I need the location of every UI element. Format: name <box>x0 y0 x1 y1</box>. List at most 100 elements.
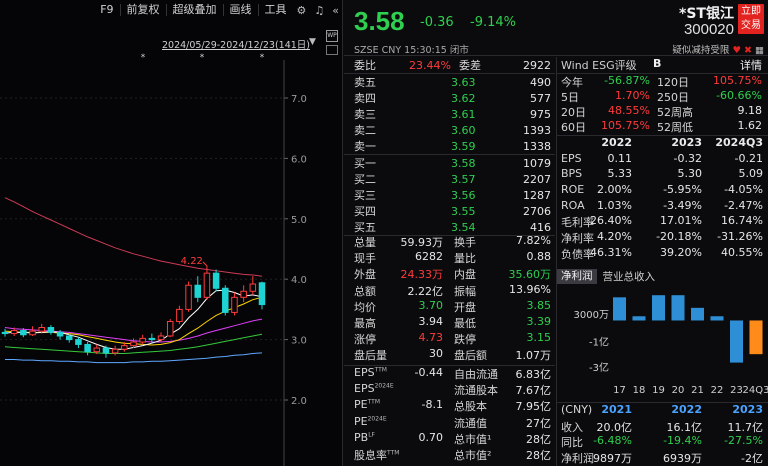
ask-row[interactable]: 卖五 3.63 490 <box>344 74 555 90</box>
bid-row[interactable]: 买五 3.54 416 <box>344 219 555 235</box>
ask-label: 卖三 <box>354 108 376 121</box>
stat-row: 总额 2.22亿 振幅 13.96% <box>344 283 555 299</box>
metric-value: -0.21 <box>734 151 763 165</box>
y-tick-label: 3000万 <box>574 310 609 321</box>
share-stat-suffix: 2024E <box>374 382 394 390</box>
stat-label: 跌停 <box>454 333 476 347</box>
esg-label: Wind ESG评级 <box>561 59 637 72</box>
ask-price: 3.62 <box>451 91 476 105</box>
esg-detail-link[interactable]: 详情 <box>740 59 762 72</box>
toolbar-f9-button[interactable]: F9 <box>100 3 114 16</box>
share-stat-label: EPS2024E <box>354 382 394 396</box>
income-value: -27.5% <box>724 434 763 447</box>
x-tick-label: 22 <box>711 385 724 396</box>
candle-body <box>203 272 211 298</box>
kline-plot[interactable]: 7.0 6.0 5.0 4.0 3.0 2.0 * * * 4.22 <box>0 0 343 466</box>
bid-price: 3.58 <box>451 156 476 170</box>
financial-row: 毛利率 26.40% 17.01% 16.74% <box>557 214 768 230</box>
financial-table: 2022 2023 2024Q3 EPS 0.11 -0.32 -0.21 BPS 5.33 5.… <box>557 135 768 262</box>
share-stat-value: 28亿 <box>526 432 551 446</box>
share-stats: EPSTTM -0.44 自由流通 6.83亿 EPS2024E 流通股本 7.67亿 PET… <box>344 365 555 463</box>
candle-body <box>130 341 137 347</box>
period-return: 1.62 <box>737 119 763 132</box>
stat-label: 外盘 <box>354 268 376 282</box>
toolbar-overlay-button[interactable]: 超级叠加 <box>165 4 223 16</box>
gear-icon[interactable]: ⚙ <box>296 3 307 17</box>
period-return: 48.55% <box>608 104 650 117</box>
share-stat-suffix: TTM <box>374 366 387 374</box>
candle-body <box>212 272 220 289</box>
ask-price: 3.60 <box>451 123 476 137</box>
stat-row: 涨停 4.73 跌停 3.15 <box>344 331 555 347</box>
ma60-line <box>4 333 263 354</box>
candle-body <box>176 308 183 322</box>
stat-label: 总量 <box>354 236 376 249</box>
period-label: 52周高 <box>657 106 693 119</box>
stock-hint: 疑似减持受限 ♥ ✖ ▦ <box>672 42 764 56</box>
close-icon[interactable]: ✖ <box>744 45 752 56</box>
income-value: 20.0亿 <box>596 420 633 434</box>
candle-body <box>258 282 266 306</box>
ask-row[interactable]: 卖三 3.61 975 <box>344 106 555 122</box>
tab-net-profit[interactable]: 净利润 <box>557 269 597 284</box>
bid-price: 3.54 <box>451 220 476 234</box>
share-stat-suffix: LF <box>368 431 375 439</box>
income-label: 同比 <box>561 436 583 449</box>
toolbar-draw-button[interactable]: 画线 <box>222 4 258 16</box>
panel-toggle-icon[interactable] <box>326 45 338 55</box>
weibi-row: 委比 23.44% 委差 2922 <box>344 57 555 73</box>
window-layout-icon[interactable]: WP <box>326 30 338 42</box>
chevron-down-icon[interactable]: ▼ <box>309 37 316 47</box>
metric-label: 净利率 <box>561 232 594 246</box>
tab-revenue[interactable]: 营业总收入 <box>602 271 656 283</box>
bid-row[interactable]: 买三 3.56 1287 <box>344 187 555 203</box>
x-tick-label: 17 <box>613 385 626 396</box>
stat-value: 13.96% <box>509 282 551 296</box>
kline-chart-panel[interactable]: F9 前复权 超级叠加 画线 工具 ⚙ ♫ « 2024/05/29-2024/… <box>0 0 343 466</box>
heart-icon[interactable]: ♥ <box>732 45 741 56</box>
metric-value: 39.20% <box>660 245 702 259</box>
profit-bar <box>671 295 685 321</box>
hint-text: 疑似减持受限 <box>672 45 730 56</box>
income-row: 同比 -6.48% -19.4% -27.5% <box>557 434 768 450</box>
ask-row[interactable]: 卖二 3.60 1393 <box>344 122 555 138</box>
share-stat-label: PE2024E <box>354 414 387 428</box>
share-stat-row: 股息率TTM 总市值² 28亿 <box>344 447 555 463</box>
candle-body <box>84 343 91 353</box>
metric-value: 5.09 <box>738 167 764 181</box>
financial-row: ROA 1.03% -3.49% -2.47% <box>557 199 768 215</box>
stat-value: 3.70 <box>418 298 444 312</box>
x-tick-label: 24Q3 <box>743 385 768 396</box>
date-range-label[interactable]: 2024/05/29-2024/12/23(141日) <box>162 40 310 51</box>
share-stat-suffix: 2024E <box>367 414 387 422</box>
stat-value: 6282 <box>415 250 443 264</box>
trade-now-button[interactable]: 立即交易 <box>738 4 764 34</box>
stat-row: 总量 59.93万 换手 7.82% <box>344 234 555 250</box>
share-stat-label: 流通值 <box>454 416 487 430</box>
divider <box>557 73 768 74</box>
share-stat-value: 28亿 <box>526 448 551 462</box>
ask-label: 卖二 <box>354 124 376 137</box>
bid-row[interactable]: 买二 3.57 2207 <box>344 171 555 187</box>
profit-bar <box>652 295 665 321</box>
bid-row[interactable]: 买四 3.55 2706 <box>344 203 555 219</box>
bid-price: 3.56 <box>451 188 476 202</box>
share-stat-value: 6.83亿 <box>515 368 552 381</box>
share-stat-label: 总股本 <box>454 400 487 414</box>
income-value: -2亿 <box>741 451 763 465</box>
toolbar-adjust-button[interactable]: 前复权 <box>119 4 166 16</box>
ask-row[interactable]: 卖四 3.62 577 <box>344 90 555 106</box>
candle-body <box>56 331 64 337</box>
toolbar-tools-button[interactable]: 工具 <box>257 4 293 16</box>
x-tick-label: 18 <box>633 385 646 396</box>
metric-value: -31.26% <box>717 230 763 244</box>
bell-icon[interactable]: ♫ <box>314 3 325 17</box>
income-row: 净利润 9897万 6939万 -2亿 <box>557 450 768 466</box>
collapse-icon[interactable]: « <box>332 3 339 17</box>
income-value: 6939万 <box>663 451 702 465</box>
bid-row[interactable]: 买一 3.58 1079 <box>344 155 555 171</box>
ask-row[interactable]: 卖一 3.59 1338 <box>344 138 555 154</box>
share-stat-row: EPSTTM -0.44 自由流通 6.83亿 <box>344 366 555 382</box>
performance-table: 今年 -56.87% 120日 105.75% 5日 1.70% 250日 -60.66% 20… <box>557 74 768 134</box>
grid-icon[interactable]: ▦ <box>755 45 764 56</box>
